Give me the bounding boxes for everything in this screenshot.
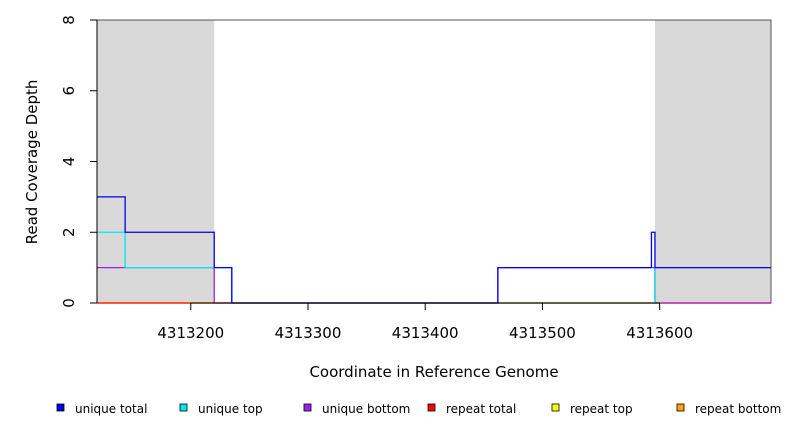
legend-label: repeat bottom xyxy=(695,402,781,416)
y-tick-label: 4 xyxy=(60,157,78,167)
legend-swatch xyxy=(56,403,65,412)
legend-item-unique-total: unique total xyxy=(56,402,147,416)
x-tick-label: 4313400 xyxy=(392,324,459,342)
x-tick-label: 4313600 xyxy=(626,324,693,342)
legend-swatch xyxy=(551,403,560,412)
legend-label: repeat top xyxy=(570,402,633,416)
legend-item-repeat-top: repeat top xyxy=(551,402,633,416)
x-axis: 4313200 4313300 4313400 4313500 4313600 xyxy=(157,302,693,342)
legend: unique total unique top unique bottom repea… xyxy=(56,402,781,416)
x-tick-label: 4313300 xyxy=(275,324,342,342)
legend-swatch xyxy=(676,403,685,412)
y-tick-label: 8 xyxy=(60,15,78,25)
legend-swatch xyxy=(179,403,188,412)
x-axis-title: Coordinate in Reference Genome xyxy=(309,363,558,381)
legend-label: unique total xyxy=(75,402,147,416)
shaded-region-1 xyxy=(654,20,771,303)
legend-item-repeat-total: repeat total xyxy=(427,402,516,416)
legend-label: unique top xyxy=(198,402,263,416)
y-axis-title: Read Coverage Depth xyxy=(23,80,41,245)
y-tick-label: 0 xyxy=(60,298,78,308)
legend-item-unique-top: unique top xyxy=(179,402,263,416)
shaded-regions xyxy=(97,20,771,303)
legend-swatch xyxy=(303,403,312,412)
shaded-region-0 xyxy=(97,20,215,303)
x-tick-label: 4313200 xyxy=(157,324,224,342)
y-axis: 0 2 4 6 8 xyxy=(60,15,98,308)
y-tick-label: 6 xyxy=(60,86,78,96)
legend-item-repeat-bottom: repeat bottom xyxy=(676,402,781,416)
x-tick-label: 4313500 xyxy=(509,324,576,342)
legend-swatch xyxy=(427,403,436,412)
y-tick-label: 2 xyxy=(60,227,78,237)
legend-item-unique-bottom: unique bottom xyxy=(303,402,410,416)
legend-label: repeat total xyxy=(446,402,516,416)
legend-label: unique bottom xyxy=(322,402,410,416)
